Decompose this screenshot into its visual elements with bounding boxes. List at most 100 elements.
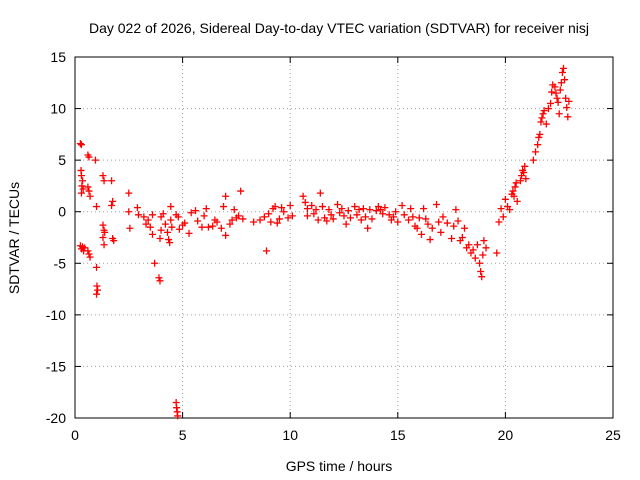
data-point: [534, 141, 542, 149]
data-point: [497, 205, 505, 213]
data-point: [544, 105, 552, 113]
data-point: [554, 98, 562, 106]
data-point: [353, 211, 361, 219]
data-point: [146, 223, 154, 231]
data-point: [125, 208, 133, 216]
data-point: [385, 211, 393, 219]
data-point: [512, 179, 520, 187]
data-point: [250, 218, 258, 226]
data-point: [100, 177, 108, 185]
data-point: [108, 202, 116, 210]
data-point: [110, 237, 118, 245]
data-point: [538, 114, 546, 122]
data-point: [351, 203, 359, 211]
data-point: [329, 215, 337, 223]
data-point: [84, 183, 92, 191]
data-point: [316, 189, 324, 197]
data-point: [204, 223, 212, 231]
data-point: [278, 204, 286, 212]
data-point: [364, 224, 372, 232]
data-point: [312, 206, 320, 214]
data-point: [93, 290, 101, 298]
data-point: [547, 99, 555, 107]
data-point: [482, 244, 490, 252]
data-point: [85, 250, 93, 258]
data-point: [565, 97, 573, 105]
data-point: [553, 94, 561, 102]
data-point: [164, 228, 172, 236]
data-point: [91, 156, 99, 164]
data-point: [157, 226, 165, 234]
plot-frame: [74, 56, 614, 419]
data-point: [537, 118, 545, 126]
data-point: [461, 224, 469, 232]
data-point: [318, 203, 326, 211]
data-point: [413, 224, 421, 232]
data-points: [76, 64, 573, 420]
data-point: [476, 259, 484, 267]
y-tick-label: 15: [50, 49, 66, 65]
data-point: [539, 110, 547, 118]
data-point: [535, 133, 543, 141]
data-point: [77, 172, 85, 180]
data-point: [437, 228, 445, 236]
data-point: [368, 215, 376, 223]
data-point: [340, 212, 348, 220]
data-point: [381, 204, 389, 212]
data-point: [84, 247, 92, 255]
data-point: [217, 224, 225, 232]
data-point: [433, 200, 441, 208]
data-point: [175, 225, 183, 233]
data-point: [560, 64, 568, 72]
data-point: [439, 213, 447, 221]
data-point: [310, 210, 318, 218]
data-point: [194, 217, 202, 225]
data-point: [133, 204, 141, 212]
data-point: [473, 241, 481, 249]
data-point: [479, 251, 487, 259]
data-point: [420, 205, 428, 213]
data-point: [303, 212, 311, 220]
data-point: [284, 214, 292, 222]
data-point: [303, 205, 311, 213]
data-point: [81, 244, 89, 252]
y-tick-label: -20: [46, 410, 66, 426]
data-point: [426, 236, 434, 244]
data-point: [156, 235, 164, 243]
data-point: [558, 68, 566, 76]
data-point: [521, 162, 529, 170]
data-point: [228, 216, 236, 224]
data-point: [422, 215, 430, 223]
axis-ticks: [74, 56, 614, 419]
data-point: [542, 120, 550, 128]
data-point: [230, 206, 238, 214]
data-point: [506, 206, 514, 214]
data-point: [450, 222, 458, 230]
data-point: [556, 86, 564, 94]
data-point: [389, 213, 397, 221]
data-point: [265, 210, 273, 218]
y-tick-label: 5: [58, 152, 66, 168]
data-point: [323, 217, 331, 225]
x-tick-labels: 0 5 10 15 20 25: [71, 427, 621, 443]
data-point: [100, 241, 108, 249]
data-point: [237, 187, 245, 195]
x-tick-label: 5: [179, 427, 187, 443]
data-point: [495, 218, 503, 226]
data-point: [499, 213, 507, 221]
data-point: [213, 218, 221, 226]
data-point: [286, 202, 294, 210]
data-point: [79, 185, 87, 193]
y-tick-label: 0: [58, 204, 66, 220]
data-point: [155, 274, 163, 282]
data-point: [501, 195, 509, 203]
data-point: [325, 206, 333, 214]
data-point: [109, 197, 117, 205]
data-point: [148, 230, 156, 238]
y-tick-label: -5: [54, 255, 67, 271]
data-point: [301, 198, 309, 206]
plot-border: [74, 56, 614, 419]
data-point: [85, 187, 93, 195]
data-point: [392, 208, 400, 216]
data-point: [555, 110, 563, 118]
